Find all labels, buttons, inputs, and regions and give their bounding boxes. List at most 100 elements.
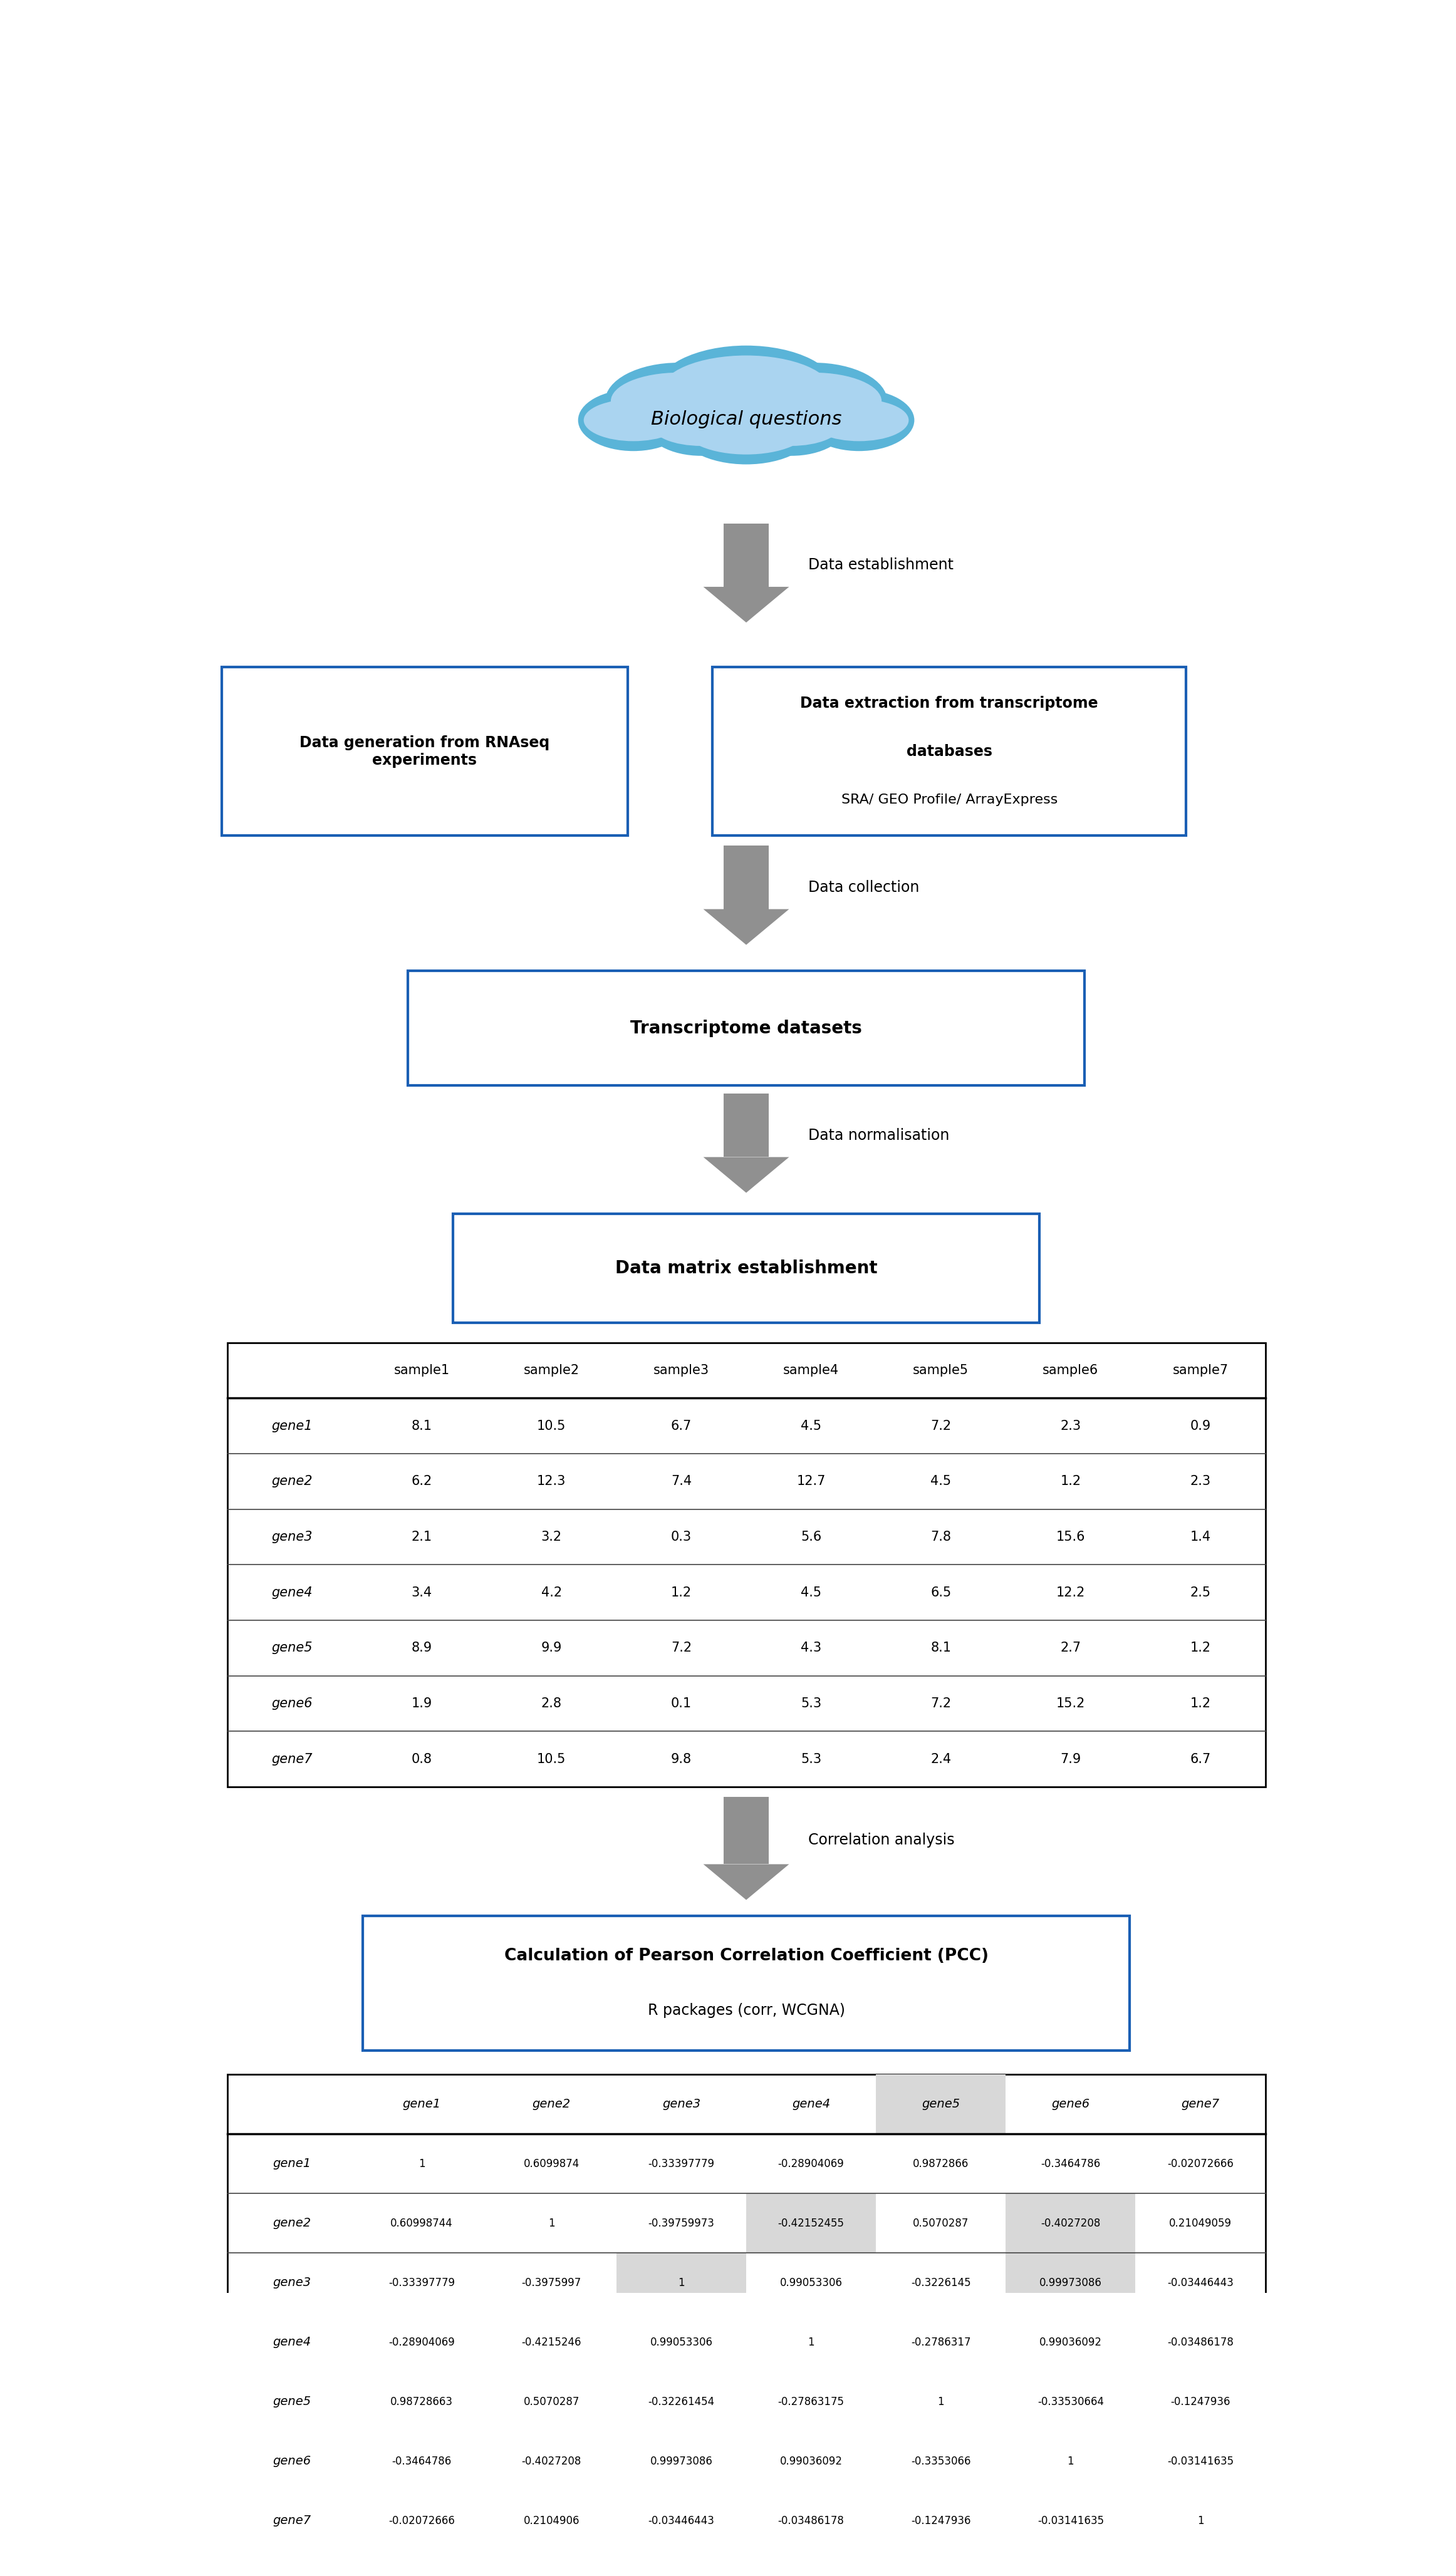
Polygon shape	[724, 845, 769, 909]
Text: -0.02072666: -0.02072666	[1168, 2159, 1233, 2169]
Ellipse shape	[606, 381, 706, 440]
Text: 0.99973086: 0.99973086	[649, 2455, 712, 2468]
Text: Calculation of Pearson Correlation Coefficient (PCC): Calculation of Pearson Correlation Coeff…	[504, 1947, 989, 1965]
Text: 0.1: 0.1	[671, 1698, 692, 1710]
Bar	[227, 2074, 1265, 2550]
Text: gene2: gene2	[533, 2099, 571, 2110]
Text: 0.2104906: 0.2104906	[524, 2514, 579, 2527]
Text: -0.03141635: -0.03141635	[1037, 2514, 1104, 2527]
Ellipse shape	[804, 389, 914, 451]
Text: 4.5: 4.5	[801, 1587, 821, 1600]
Polygon shape	[724, 2561, 769, 2576]
Text: Data extraction from transcriptome: Data extraction from transcriptome	[801, 696, 1098, 711]
Text: 0.60998744: 0.60998744	[390, 2218, 453, 2228]
Text: 7.4: 7.4	[671, 1476, 692, 1489]
Ellipse shape	[737, 394, 846, 456]
Text: 1: 1	[678, 2277, 684, 2287]
Text: 4.5: 4.5	[930, 1476, 951, 1489]
Text: gene6: gene6	[272, 2455, 312, 2468]
Text: 5.3: 5.3	[801, 1698, 821, 1710]
Text: 12.2: 12.2	[1056, 1587, 1085, 1600]
Text: -0.1247936: -0.1247936	[1171, 2396, 1230, 2409]
Text: gene4: gene4	[272, 2336, 312, 2349]
Text: -0.1247936: -0.1247936	[911, 2514, 971, 2527]
Text: 4.3: 4.3	[801, 1641, 821, 1654]
Text: 2.5: 2.5	[1190, 1587, 1211, 1600]
Text: 1: 1	[418, 2159, 425, 2169]
Text: 6.7: 6.7	[1190, 1752, 1211, 1765]
Text: gene4: gene4	[271, 1587, 313, 1600]
Text: 5.3: 5.3	[801, 1752, 821, 1765]
Text: -0.03486178: -0.03486178	[778, 2514, 844, 2527]
Text: 9.9: 9.9	[542, 1641, 562, 1654]
Polygon shape	[703, 587, 789, 623]
Text: Correlation analysis: Correlation analysis	[808, 1834, 955, 1847]
FancyBboxPatch shape	[363, 1917, 1130, 2050]
Polygon shape	[703, 1865, 789, 1901]
Text: -0.28904069: -0.28904069	[389, 2336, 454, 2347]
Text: Data establishment: Data establishment	[808, 556, 954, 572]
Text: sample7: sample7	[1172, 1365, 1229, 1376]
Text: 6.2: 6.2	[412, 1476, 432, 1489]
Text: 1: 1	[1197, 2514, 1204, 2527]
Text: -0.27863175: -0.27863175	[778, 2396, 844, 2409]
Text: 0.6099874: 0.6099874	[524, 2159, 579, 2169]
Text: 0.9: 0.9	[1190, 1419, 1211, 1432]
Ellipse shape	[651, 404, 751, 446]
Text: -0.3353066: -0.3353066	[911, 2455, 971, 2468]
Text: sample5: sample5	[913, 1365, 968, 1376]
Text: 1.4: 1.4	[1190, 1530, 1211, 1543]
Text: 0.99973086: 0.99973086	[1040, 2277, 1102, 2287]
Ellipse shape	[792, 392, 882, 430]
Text: SRA/ GEO Profile/ ArrayExpress: SRA/ GEO Profile/ ArrayExpress	[842, 793, 1057, 806]
Text: 0.98728663: 0.98728663	[390, 2396, 453, 2409]
Ellipse shape	[578, 389, 689, 451]
Text: gene2: gene2	[272, 2218, 312, 2228]
Text: gene3: gene3	[271, 1530, 313, 1543]
Text: -0.3975997: -0.3975997	[521, 2277, 581, 2287]
Text: gene5: gene5	[271, 1641, 313, 1654]
Bar	[1006, 2195, 1136, 2254]
Text: 0.8: 0.8	[412, 1752, 432, 1765]
Text: sample2: sample2	[524, 1365, 579, 1376]
Text: -0.4027208: -0.4027208	[1041, 2218, 1101, 2228]
Text: -0.3226145: -0.3226145	[911, 2277, 971, 2287]
Text: -0.3464786: -0.3464786	[1041, 2159, 1101, 2169]
Text: 12.3: 12.3	[537, 1476, 566, 1489]
Text: -0.42152455: -0.42152455	[778, 2218, 844, 2228]
Text: 4.2: 4.2	[542, 1587, 562, 1600]
Text: 0.9872866: 0.9872866	[913, 2159, 968, 2169]
Text: gene3: gene3	[662, 2099, 700, 2110]
Text: 7.2: 7.2	[930, 1698, 951, 1710]
Text: 1: 1	[808, 2336, 814, 2347]
Text: 7.2: 7.2	[671, 1641, 692, 1654]
Text: 6.5: 6.5	[930, 1587, 951, 1600]
Text: 2.7: 2.7	[1060, 1641, 1080, 1654]
Text: 1: 1	[1067, 2455, 1075, 2468]
Text: 0.99053306: 0.99053306	[780, 2277, 843, 2287]
FancyBboxPatch shape	[453, 1213, 1040, 1321]
Text: -0.4027208: -0.4027208	[521, 2455, 581, 2468]
Text: -0.33530664: -0.33530664	[1038, 2396, 1104, 2409]
Text: sample6: sample6	[1042, 1365, 1099, 1376]
Text: gene7: gene7	[1181, 2099, 1220, 2110]
Bar	[877, 2074, 1006, 2133]
Ellipse shape	[677, 392, 815, 464]
Text: 0.99036092: 0.99036092	[780, 2455, 843, 2468]
Text: -0.03446443: -0.03446443	[648, 2514, 715, 2527]
Text: -0.32261454: -0.32261454	[648, 2396, 715, 2409]
Text: -0.33397779: -0.33397779	[389, 2277, 454, 2287]
Text: Data matrix establishment: Data matrix establishment	[614, 1260, 878, 1278]
Ellipse shape	[786, 381, 887, 440]
Text: gene1: gene1	[403, 2099, 441, 2110]
Text: 1.2: 1.2	[1190, 1698, 1211, 1710]
Text: gene6: gene6	[1051, 2099, 1089, 2110]
Text: 7.8: 7.8	[930, 1530, 951, 1543]
Text: databases: databases	[907, 744, 992, 760]
Text: sample3: sample3	[654, 1365, 709, 1376]
Text: 0.3: 0.3	[671, 1530, 692, 1543]
Text: -0.28904069: -0.28904069	[778, 2159, 844, 2169]
Text: Biological questions: Biological questions	[651, 410, 842, 428]
Ellipse shape	[683, 402, 810, 453]
Text: 2.3: 2.3	[1190, 1476, 1211, 1489]
